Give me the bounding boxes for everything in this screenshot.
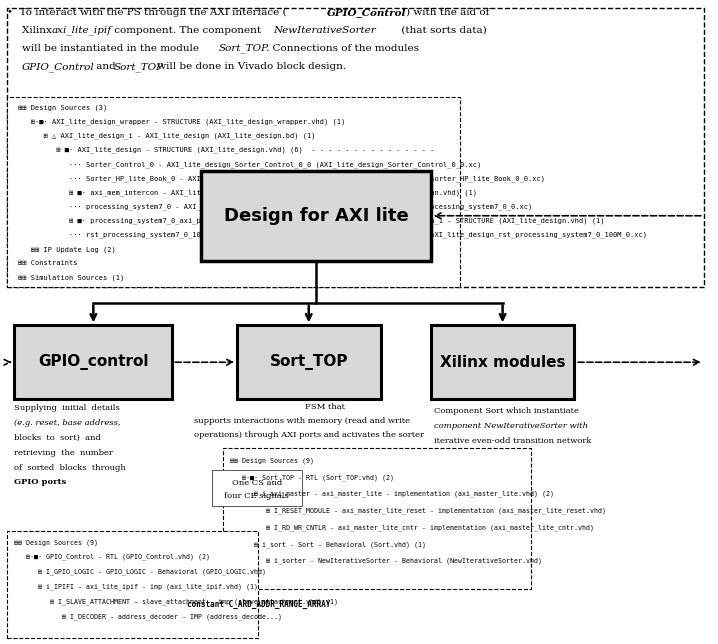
Text: ⊞ i_sort - Sort - Behavioral (Sort.vhd) (1): ⊞ i_sort - Sort - Behavioral (Sort.vhd) … [230,541,426,547]
Text: ⊞ ■· AXI_lite_design - STRUCTURE (AXI_lite_design.vhd) (6)  - - - - - - - - - - : ⊞ ■· AXI_lite_design - STRUCTURE (AXI_li… [18,147,434,153]
Text: ··· Sorter_HP_lite_Book_0 - AXI_lite_design_Sorter_HP_lite_Book_0_0 (AXI_lite_de: ··· Sorter_HP_lite_Book_0 - AXI_lite_des… [18,175,545,182]
Text: ⊞⊞ Design Sources (3): ⊞⊞ Design Sources (3) [18,104,107,111]
Text: •  To interact with the PS through the AXI interface (: • To interact with the PS through the AX… [7,8,286,17]
Text: Sort_TOP: Sort_TOP [269,354,348,370]
Text: ⊞ i_sorter - NewIterativeSorter - Behavioral (NewIterativeSorter.vhd): ⊞ i_sorter - NewIterativeSorter - Behavi… [230,558,542,564]
Text: ) with the aid of: ) with the aid of [406,8,489,17]
Text: iterative even-odd transition network: iterative even-odd transition network [434,437,592,444]
Text: ⊞ I_GPIO_LOGIC - GPIO_LOGIC - Behavioral (GPIO_LOGIC.vhd): ⊞ I_GPIO_LOGIC - GPIO_LOGIC - Behavioral… [14,569,266,575]
Text: component. The component: component. The component [111,26,265,35]
Text: ⊞·■· GPIO_Control - RTL (GPIO_Control.vhd) (2): ⊞·■· GPIO_Control - RTL (GPIO_Control.vh… [14,554,210,560]
Text: ⊞ ■· axi_mem_intercon - AXI_lite_design_axi_mem_intercon_0 - STRUCTURE (AXI_lite: ⊞ ■· axi_mem_intercon - AXI_lite_design_… [18,189,477,196]
Text: ··· processing_system7_0 - AXI_lite_design_processing_system7_0_0 (AXI_lite_desi: ··· processing_system7_0 - AXI_lite_desi… [18,204,532,210]
Text: Design for AXI lite: Design for AXI lite [223,207,409,225]
Text: GPIO_control: GPIO_control [38,354,149,370]
Text: GPIO ports: GPIO ports [14,478,67,486]
Text: Xilinx: Xilinx [22,26,55,35]
FancyBboxPatch shape [201,171,431,261]
Text: FSM that: FSM that [305,403,345,411]
Text: of  sorted  blocks  through: of sorted blocks through [14,464,126,471]
Text: ⊞ △ AXI_lite_design_i - AXI_lite_design (AXI_lite_design.bd) (1): ⊞ △ AXI_lite_design_i - AXI_lite_design … [18,133,315,139]
Text: ⊞⊞ Constraints: ⊞⊞ Constraints [18,260,78,266]
Text: ⊞·■· AXI_lite_design_wrapper - STRUCTURE (AXI_lite_design_wrapper.vhd) (1): ⊞·■· AXI_lite_design_wrapper - STRUCTURE… [18,118,345,125]
Text: . Connections of the modules: . Connections of the modules [266,44,419,53]
Text: Sort_TOP: Sort_TOP [113,62,164,71]
Text: retrieving  the  number: retrieving the number [14,449,113,457]
Text: NewIterativeSorter: NewIterativeSorter [273,26,376,35]
Text: Component Sort which instantiate: Component Sort which instantiate [434,407,579,415]
FancyBboxPatch shape [7,97,460,287]
Text: Supplying  initial  details: Supplying initial details [14,404,120,412]
Text: ⊞ I_DECODER - address_decoder - IMP (address_decode...): ⊞ I_DECODER - address_decoder - IMP (add… [14,613,282,620]
FancyBboxPatch shape [212,470,302,506]
Text: ··· rst_processing_system7_0_100M - AXI_lite_design_rst_processing_system7_0_100: ··· rst_processing_system7_0_100M - AXI_… [18,232,647,238]
Text: and: and [93,62,119,71]
Text: operations) through AXI ports and activates the sorter: operations) through AXI ports and activa… [194,431,424,439]
Text: GPIO_Control: GPIO_Control [327,8,406,17]
Text: supports interactions with memory (read and write: supports interactions with memory (read … [194,417,410,425]
Text: ⊞⊞ Design Sources (9): ⊞⊞ Design Sources (9) [230,457,314,464]
Text: ⊞ I_RD_WR_CNTLR - axi_master_lite_cntr - implementation (axi_master_lite_cntr.vh: ⊞ I_RD_WR_CNTLR - axi_master_lite_cntr -… [230,524,594,531]
Text: ⊞⊞ Simulation Sources (1): ⊞⊞ Simulation Sources (1) [18,274,124,281]
Text: four CE signals: four CE signals [224,491,289,500]
Text: ⊞·■· Sort_TOP - RTL (Sort_TOP.vhd) (2): ⊞·■· Sort_TOP - RTL (Sort_TOP.vhd) (2) [230,474,393,480]
FancyBboxPatch shape [431,325,574,399]
FancyBboxPatch shape [7,531,258,638]
Text: component NewIterativeSorter with: component NewIterativeSorter with [434,422,588,430]
Text: ··· Sorter_Control_0 - AXI_lite_design_Sorter_Control_0_0 (AXI_lite_design_Sorte: ··· Sorter_Control_0 - AXI_lite_design_S… [18,161,481,167]
Text: ⊞ i_axi_master - axi_master_lite - implementation (axi_master_lite.vhd) (2): ⊞ i_axi_master - axi_master_lite - imple… [230,491,554,497]
Text: One CS and: One CS and [232,478,281,486]
Text: ⊞ I_RESET_MODULE - axi_master_lite_reset - implementation (axi_master_lite_reset: ⊞ I_RESET_MODULE - axi_master_lite_reset… [230,507,606,514]
Text: axi_lite_ipif: axi_lite_ipif [52,26,112,35]
FancyBboxPatch shape [223,448,531,589]
Text: (that sorts data): (that sorts data) [398,26,488,35]
FancyBboxPatch shape [237,325,381,399]
Text: constant C_ARD_ADDR_RANGE_ARRAY: constant C_ARD_ADDR_RANGE_ARRAY [187,600,330,609]
FancyBboxPatch shape [14,325,172,399]
Text: ⊞⊞ IP Update Log (2): ⊞⊞ IP Update Log (2) [18,246,116,252]
Text: Xilinx modules: Xilinx modules [440,355,565,370]
Text: blocks  to  sort)  and: blocks to sort) and [14,434,101,442]
Text: ⊞⊞ Design Sources (9): ⊞⊞ Design Sources (9) [14,539,98,545]
Text: will be instantiated in the module: will be instantiated in the module [22,44,202,53]
Text: ⊞ I_SLAVE_ATTACHMENT - slave_attachment - imp (slave_attachment.vhd) (1): ⊞ I_SLAVE_ATTACHMENT - slave_attachment … [14,598,338,605]
Text: (e.g. reset, base address,: (e.g. reset, base address, [14,419,121,427]
Text: GPIO_Control: GPIO_Control [22,62,94,71]
Text: ⊞ ■· processing_system7_0_axi_periph - AXI_lite_design_processing_system7_0_axi_: ⊞ ■· processing_system7_0_axi_periph - A… [18,218,605,224]
Text: will be done in Vivado block design.: will be done in Vivado block design. [154,62,347,71]
Text: Sort_TOP: Sort_TOP [219,44,269,53]
Text: ⊞ i_IPIFI - axi_lite_ipif - imp (axi_lite_ipif.vhd) (1): ⊞ i_IPIFI - axi_lite_ipif - imp (axi_lit… [14,583,258,590]
